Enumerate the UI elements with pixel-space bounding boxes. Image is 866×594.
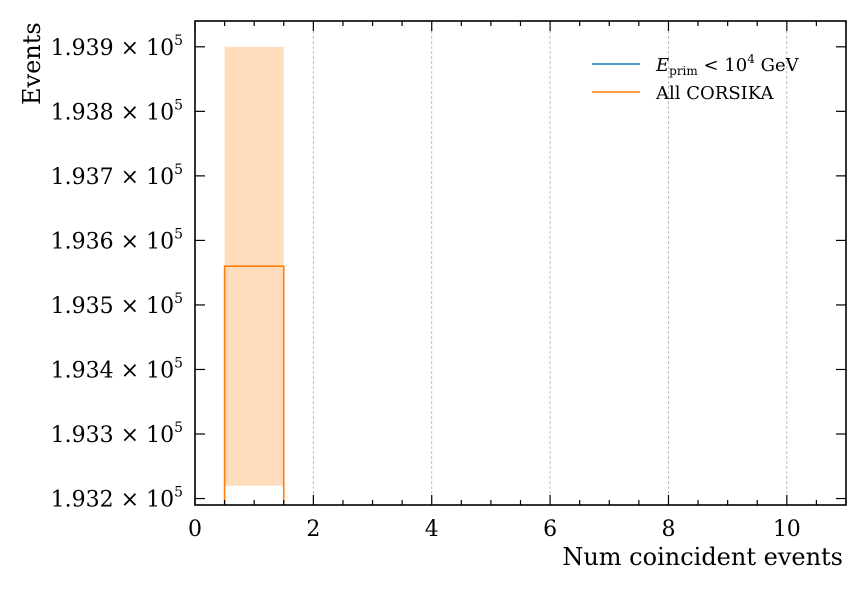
y-tick-label: 1.936 × 105 [51, 226, 183, 254]
y-tick-label: 1.934 × 105 [51, 355, 183, 383]
y-tick-labels: 1.932 × 105 1.933 × 105 1.934 × 105 1.935 ×… [51, 33, 183, 513]
legend-label-series-1-main: E [655, 55, 669, 76]
legend-label-series-2: All CORSIKA [655, 83, 774, 104]
legend-label-series-1-sub: prim [669, 64, 698, 78]
x-tick-labels: 0 2 4 6 8 10 [188, 517, 801, 542]
x-axis-label: Num coincident events [562, 543, 843, 571]
axis-ticks [194, 21, 847, 505]
x-tick-label: 10 [773, 517, 801, 542]
y-axis-label: Events [18, 22, 46, 105]
legend-label-series-1: Eprim < 104 GeV [655, 52, 800, 78]
histogram-bin [223, 265, 285, 505]
y-tick-label: 1.933 × 105 [51, 420, 183, 448]
legend-label-series-1-mid: < 10 [698, 55, 747, 76]
legend: Eprim < 104 GeV All CORSIKA [592, 52, 800, 104]
x-tick-label: 4 [425, 517, 439, 542]
plot-frame [194, 20, 847, 506]
y-tick-label: 1.938 × 105 [51, 97, 183, 125]
x-tick-label: 2 [306, 517, 320, 542]
x-tick-label: 8 [661, 517, 675, 542]
histogram-steps [223, 265, 285, 505]
x-tick-label: 6 [543, 517, 557, 542]
x-tick-label: 0 [188, 517, 202, 542]
y-tick-label: 1.937 × 105 [51, 162, 183, 190]
grid-lines [312, 21, 788, 505]
legend-label-series-1-sup: 4 [747, 52, 755, 66]
y-tick-label: 1.935 × 105 [51, 291, 183, 319]
legend-label-series-1-tail: GeV [755, 55, 800, 76]
y-tick-label: 1.939 × 105 [51, 33, 183, 61]
y-tick-label: 1.932 × 105 [51, 485, 183, 513]
